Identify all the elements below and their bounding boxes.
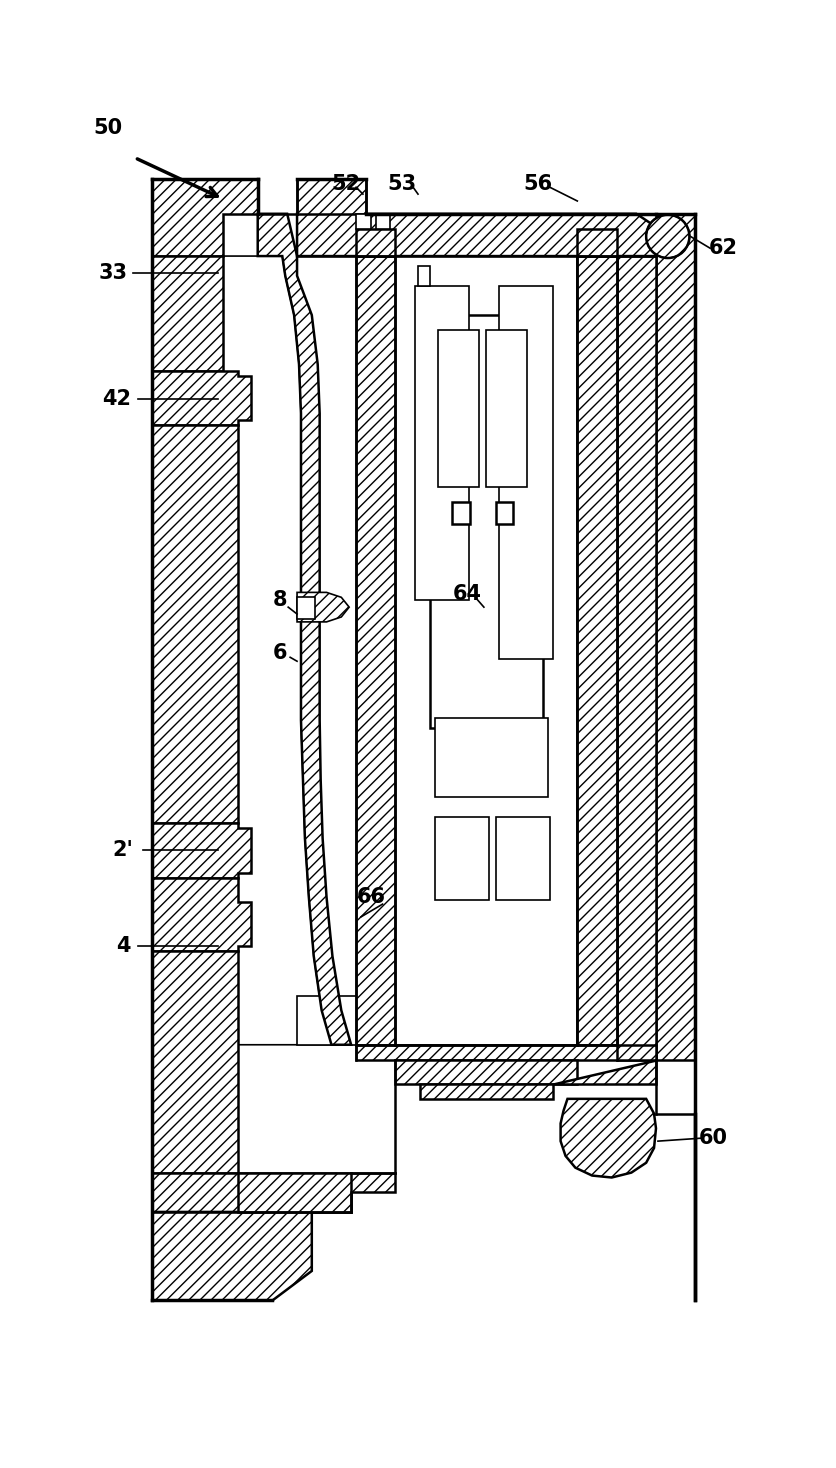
Polygon shape (152, 1173, 351, 1213)
Bar (417, 266, 430, 286)
Bar (434, 816, 488, 900)
Text: 8: 8 (273, 590, 288, 611)
Text: 60: 60 (698, 1129, 726, 1148)
Polygon shape (297, 214, 655, 255)
Polygon shape (395, 1060, 577, 1083)
Bar (498, 286, 552, 659)
Text: 42: 42 (103, 389, 131, 408)
Polygon shape (560, 1100, 655, 1177)
Bar (430, 316, 543, 728)
Polygon shape (152, 255, 223, 371)
Text: 4: 4 (115, 937, 130, 957)
Polygon shape (152, 371, 251, 426)
Text: 33: 33 (99, 263, 128, 283)
Polygon shape (297, 179, 365, 214)
Polygon shape (355, 214, 370, 229)
Text: 64: 64 (452, 584, 481, 605)
Polygon shape (395, 255, 577, 1045)
Bar (485, 330, 527, 487)
Text: 56: 56 (522, 175, 552, 194)
Text: 6: 6 (273, 643, 288, 664)
Polygon shape (152, 426, 237, 824)
Polygon shape (355, 1045, 655, 1060)
Bar (434, 718, 548, 797)
Polygon shape (152, 951, 237, 1173)
Polygon shape (375, 214, 390, 229)
Bar (495, 502, 512, 524)
Polygon shape (577, 229, 616, 255)
Circle shape (645, 214, 689, 258)
Polygon shape (257, 214, 351, 1045)
Text: 52: 52 (331, 175, 360, 194)
Polygon shape (297, 995, 360, 1045)
Text: 62: 62 (707, 238, 737, 258)
Text: 66: 66 (356, 887, 385, 907)
Polygon shape (577, 255, 616, 1045)
Bar (452, 502, 470, 524)
Polygon shape (152, 824, 251, 878)
Polygon shape (162, 255, 331, 1045)
Text: 53: 53 (387, 175, 416, 194)
Polygon shape (297, 593, 349, 622)
Bar (437, 330, 478, 487)
Polygon shape (152, 179, 257, 255)
Polygon shape (355, 255, 395, 1045)
Polygon shape (655, 214, 695, 1060)
Polygon shape (355, 229, 395, 255)
Text: 2': 2' (112, 840, 133, 860)
Bar (297, 597, 314, 619)
Text: 50: 50 (94, 119, 123, 138)
Polygon shape (237, 1173, 395, 1213)
Bar (415, 286, 469, 600)
Polygon shape (420, 1083, 552, 1100)
Polygon shape (152, 1213, 312, 1301)
Polygon shape (616, 255, 655, 1060)
Polygon shape (552, 1060, 655, 1083)
Polygon shape (152, 878, 251, 951)
Bar (495, 816, 549, 900)
